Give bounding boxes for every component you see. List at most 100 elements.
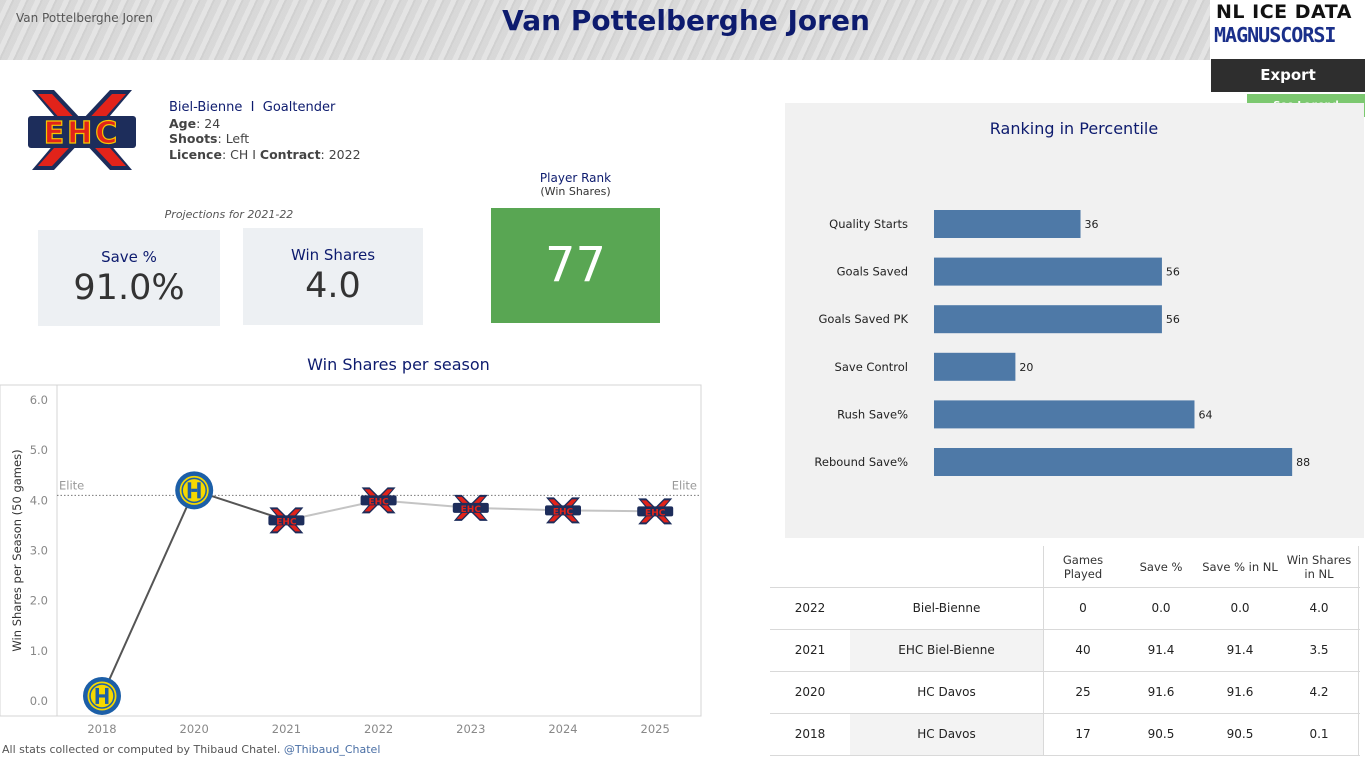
x-tick-label: 2025 <box>641 722 670 736</box>
team-position-line: Biel-Bienne I Goaltender <box>169 100 361 116</box>
bar-value-label: 36 <box>1085 218 1099 231</box>
table-row: 2018 HC Davos 17 90.5 90.5 0.1 <box>770 714 1360 756</box>
y-axis-label: Win Shares per Season (50 games) <box>10 449 24 651</box>
table-row: 2021 EHC Biel-Bienne 40 91.4 91.4 3.5 <box>770 630 1360 672</box>
row-save-pct: 91.4 <box>1147 643 1175 657</box>
row-games-played: 0 <box>1079 601 1087 615</box>
team-logo-text: EHC <box>44 116 121 151</box>
y-tick-label: 6.0 <box>30 393 48 407</box>
licence-label: Licence <box>169 146 222 162</box>
row-save-pct: 90.5 <box>1147 727 1175 741</box>
row-win-shares-nl: 0.1 <box>1309 727 1329 741</box>
bar-value-label: 64 <box>1198 408 1212 421</box>
ehc-biel-marker-icon: EHC <box>545 497 581 524</box>
percentile-bar <box>934 257 1162 286</box>
footer-credit: All stats collected or computed by Thiba… <box>2 743 380 756</box>
row-team-shading <box>850 630 1043 671</box>
footer-text: All stats collected or computed by Thiba… <box>2 743 281 756</box>
y-tick-label: 2.0 <box>30 594 48 608</box>
player-rank-value: 77 <box>491 208 660 323</box>
win-shares-card: Win Shares 4.0 <box>243 228 423 325</box>
ehc-biel-marker-icon: EHC <box>452 494 489 521</box>
percentile-title: Ranking in Percentile <box>989 119 1159 138</box>
percentile-chart: Quality Starts 36 Goals Saved 56 Goals Saved… <box>814 210 1310 476</box>
projections-label: Projections for 2021-22 <box>164 208 294 221</box>
percentile-bar <box>934 210 1081 238</box>
table-divider <box>1043 546 1044 756</box>
player-info: Biel-Bienne I Goaltender Age: 24 Shoots:… <box>169 100 361 162</box>
row-save-pct: 0.0 <box>1151 601 1171 615</box>
row-year: 2020 <box>794 685 826 699</box>
ws-chart-title: Win Shares per season <box>307 355 490 374</box>
ehc-biel-logo-icon: EHC <box>28 90 136 170</box>
y-tick-label: 4.0 <box>30 493 48 507</box>
age-line: Age: 24 <box>169 115 221 131</box>
row-save-pct: 91.6 <box>1147 685 1175 699</box>
row-save-pct-nl: 90.5 <box>1226 727 1254 741</box>
logo-text-line1: NL ICE DATA <box>1216 1 1352 23</box>
y-tick-label: 0.0 <box>30 694 48 708</box>
shoots-label: Shoots <box>169 131 218 146</box>
hc-davos-marker-icon <box>83 676 121 715</box>
percentile-bar <box>934 448 1293 476</box>
table-right-edge <box>1358 546 1359 756</box>
header-banner: Van Pottelberghe Joren Van Pottelberghe … <box>0 0 1365 60</box>
row-games-played: 17 <box>1075 727 1091 741</box>
bar-value-label: 56 <box>1166 313 1180 326</box>
elite-label-left: Elite <box>59 478 84 492</box>
row-save-pct-nl: 91.4 <box>1226 643 1254 657</box>
save-pct-card: Save % 91.0% <box>38 230 220 326</box>
page-title: Van Pottelberghe Joren <box>502 4 870 37</box>
bar-category-label: Goals Saved <box>837 265 908 279</box>
row-team-shading <box>850 714 1043 755</box>
age-label: Age <box>169 115 197 131</box>
hc-davos-marker-icon <box>175 471 214 510</box>
row-win-shares-nl: 4.2 <box>1309 685 1329 699</box>
col-header-save-pct-nl: Save % in NL <box>1202 560 1278 574</box>
elite-label-right: Elite <box>672 478 697 492</box>
stats-table: Games Played Save % Save % in NL Win Sha… <box>770 546 1360 756</box>
bar-category-label: Goals Saved PK <box>819 312 909 326</box>
row-games-played: 25 <box>1075 685 1091 699</box>
row-team: HC Davos <box>917 685 976 699</box>
player-rank-heading: Player Rank (Win Shares) <box>491 171 660 199</box>
save-pct-label: Save % <box>101 248 157 266</box>
y-tick-label: 1.0 <box>30 644 48 658</box>
row-year: 2022 <box>794 601 826 615</box>
marker-logo-text: EHC <box>553 507 574 517</box>
row-win-shares-nl: 3.5 <box>1309 643 1329 657</box>
chart-frame <box>0 384 702 717</box>
player-rank-title: Player Rank <box>539 171 612 185</box>
marker-logo-text: EHC <box>645 508 666 518</box>
x-tick-label: 2021 <box>272 722 301 736</box>
marker-logo-text: EHC <box>276 517 297 527</box>
logo-text-line2: MAGNUSCORSI <box>1214 23 1336 47</box>
ehc-biel-marker-icon: EHC <box>637 498 674 525</box>
export-button[interactable]: Export <box>1211 59 1365 92</box>
percentile-panel: Quality Starts 36 Goals Saved 56 Goals Saved… <box>785 103 1364 538</box>
table-row: 2020 HC Davos 25 91.6 91.6 4.2 <box>770 672 1360 714</box>
contract-label: Contract <box>259 146 321 162</box>
bar-value-label: 56 <box>1166 266 1180 279</box>
percentile-bar <box>934 305 1162 334</box>
col-header-save-pct: Save % <box>1139 560 1183 574</box>
stats-table-body: 2022 Biel-Bienne 0 0.0 0.0 4.0 2021 EHC Biel-Bi… <box>770 588 1360 756</box>
player-position: Goaltender <box>262 100 336 115</box>
row-team: HC Davos <box>917 727 976 741</box>
percentile-bar <box>934 352 1016 381</box>
contract-value: 2022 <box>328 146 361 162</box>
twitter-handle-link[interactable]: @Thibaud_Chatel <box>283 743 381 756</box>
win-shares-chart: 0.0 1.0 2.0 3.0 4.0 5.0 6.0 Win Shares per Seas… <box>0 384 702 736</box>
shoots-value: Left <box>225 131 250 146</box>
percentile-bar <box>934 400 1195 429</box>
ehc-biel-marker-icon: EHC <box>268 507 305 534</box>
col-header-games-played: Games Played <box>1062 553 1104 581</box>
player-rank-subtitle: (Win Shares) <box>540 185 611 198</box>
banner-small-title: Van Pottelberghe Joren <box>16 11 154 25</box>
row-games-played: 40 <box>1075 643 1091 657</box>
ehc-biel-marker-icon: EHC <box>360 487 397 514</box>
win-shares-label: Win Shares <box>290 246 376 264</box>
marker-logo-text: EHC <box>461 505 482 515</box>
bar-category-label: Save Control <box>835 360 908 374</box>
y-tick-label: 5.0 <box>30 443 48 457</box>
